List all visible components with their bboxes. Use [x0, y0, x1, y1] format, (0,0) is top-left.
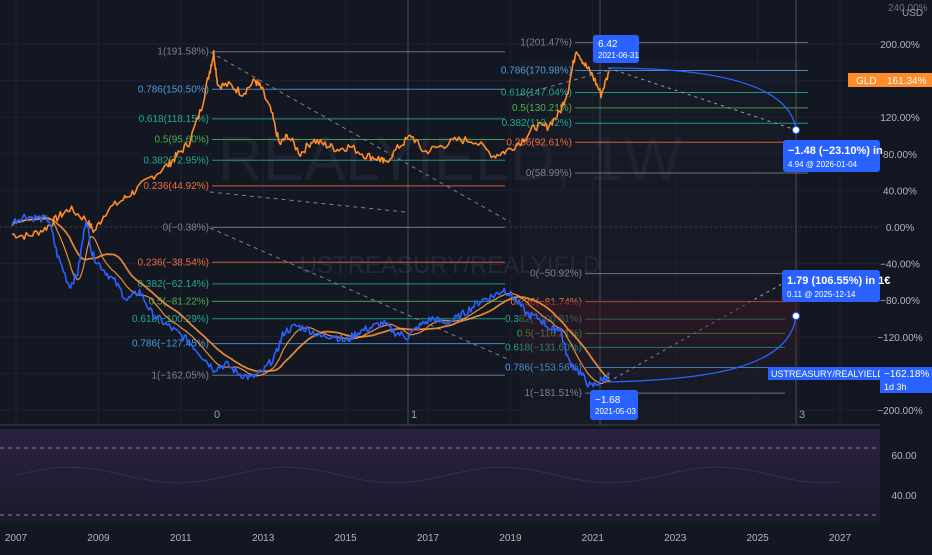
price-axis-bg: [880, 0, 932, 550]
gld-projection-detail: 4.94 @ 2026-01-04: [788, 160, 858, 169]
bearish-zone: [520, 301, 800, 382]
fib-retracement-gld-2015-2020[interactable]: 1(201.47%) 0.786(170.98%) 0.618(147.04%) 0.…: [501, 38, 808, 179]
fib-gld1-label-1: 0.786(150.50%): [138, 84, 209, 95]
ry-projection-headline: 1.79 (106.55%) in 1€: [787, 275, 890, 287]
time-tick-2023: 2023: [664, 533, 687, 544]
fib-retracement-gld-2008-2011[interactable]: 1(191.58%) 0.786(150.50%) 0.618(118.15%) 0.…: [138, 47, 505, 234]
gld-projection-dashed[interactable]: [607, 67, 797, 131]
price-tick-2: 120.00%: [880, 113, 920, 124]
fib-gld2-label-5: 0.236(92.61%): [506, 137, 572, 148]
fib-gld1-label-2: 0.618(118.15%): [139, 114, 209, 125]
price-tick-5: 0.00%: [886, 223, 914, 234]
time-tick-2009: 2009: [87, 533, 110, 544]
time-tick-2025: 2025: [746, 533, 769, 544]
price-tick-3: 80.00%: [883, 150, 917, 161]
gld-badge-symbol: GLD: [856, 76, 877, 87]
gld-series-line[interactable]: [11, 50, 610, 240]
ry-low-callout[interactable]: −1.68 2021-05-03: [590, 390, 638, 420]
cycle-label-0: 0: [214, 409, 220, 421]
time-tick-2007: 2007: [5, 533, 28, 544]
ry-low-value: −1.68: [595, 395, 621, 406]
realyield-ma-slow: [11, 217, 610, 379]
fib-gld2-label-2: 0.618(147.04%): [501, 87, 572, 98]
price-tick-6: −40.00%: [880, 260, 920, 271]
ry-badge-symbol: USTREASURY/REALYIELD: [771, 369, 884, 379]
ry-low-date: 2021-05-03: [595, 407, 636, 416]
price-axis-top-partial: 240.00%: [888, 3, 928, 14]
price-tick-8: −120.00%: [877, 333, 922, 344]
fib-gld2-label-6: 0(58.99%): [526, 168, 572, 179]
time-tick-2017: 2017: [417, 533, 440, 544]
time-tick-2021: 2021: [582, 533, 605, 544]
fib-gld2-label-3: 0.5(130.21%): [512, 103, 572, 114]
ry-price-badge[interactable]: USTREASURY/REALYIELD −162.18% 1d 3h: [768, 367, 932, 393]
fib-gld2-label-0: 1(201.47%): [520, 38, 572, 49]
fib-ry1-label-2: 0.5(−81.22%): [149, 296, 209, 307]
fib-gld1-label-5: 0.236(44.92%): [143, 181, 209, 192]
fib-ry1-label-1: 0.382(−62.14%): [138, 279, 209, 290]
time-tick-2027: 2027: [829, 533, 852, 544]
time-tick-2013: 2013: [252, 533, 275, 544]
gld-lower-trend[interactable]: [209, 191, 406, 213]
price-tick-0: 200.00%: [880, 40, 920, 51]
fib-gld1-label-6: 0(−0.38%): [163, 222, 209, 233]
indicator-tick-1: 40.00: [891, 491, 916, 502]
fib-ry1-label-3: 0.618(−100.29%): [132, 314, 209, 325]
time-tick-2015: 2015: [334, 533, 357, 544]
fib-gld2-label-4: 0.382(113.42%): [502, 118, 572, 129]
gld-peak-value: 6.42: [598, 39, 618, 50]
gld-projection-arc[interactable]: [607, 67, 797, 131]
gld-projection-headline: −1.48 (−23.10%) in: [788, 145, 883, 157]
fib-ry1-label-0: 0.236(−38.54%): [138, 257, 209, 268]
ry-projection-arc[interactable]: [607, 315, 797, 383]
gld-badge-value: 161.34%: [887, 76, 927, 87]
fib-ry1-label-5: 1(−162.05%): [151, 370, 209, 381]
fib-ry1-label-4: 0.786(−127.45%): [132, 339, 209, 350]
gld-peak-date: 2021-06-31: [598, 51, 639, 60]
ry-badge-value: −162.18%: [884, 369, 929, 380]
price-tick-7: −80.00%: [880, 296, 920, 307]
fib-gld1-label-3: 0.5(95.60%): [155, 135, 209, 146]
ry-badge-countdown: 1d 3h: [884, 382, 907, 392]
price-axis[interactable]: 240.00% USD 200.00%160.00%120.00%80.00%4…: [877, 3, 927, 502]
gld-projection-callout[interactable]: −1.48 (−23.10%) in 4.94 @ 2026-01-04: [783, 140, 883, 172]
gld-trend-dashed[interactable]: [209, 51, 511, 223]
fib-gld1-label-0: 1(191.58%): [157, 47, 209, 58]
ry-projection-point[interactable]: [792, 312, 800, 320]
fib-ry2-label-6: 1(−181.51%): [524, 388, 582, 399]
currency-label: USD: [902, 8, 923, 19]
time-tick-2011: 2011: [170, 533, 192, 544]
ry-projection-detail: 0.11 @ 2025-12-14: [787, 290, 856, 299]
price-tick-10: −200.00%: [877, 406, 922, 417]
fib-ry2-label-0: 0(−50.92%): [530, 269, 582, 280]
ry-trend-dashed[interactable]: [209, 227, 511, 361]
indicator-pane-bg: [0, 429, 880, 521]
realyield-series-line[interactable]: [11, 213, 611, 388]
cycle-label-3: 3: [799, 409, 805, 421]
indicator-line: [15, 466, 841, 484]
watermark-description: USTREASURY/REALYIELD: [300, 252, 601, 279]
fib-gld2-label-1: 0.786(170.98%): [501, 66, 572, 77]
gld-peak-callout[interactable]: 6.42 2021-06-31: [593, 35, 639, 63]
series-layer: [11, 50, 841, 484]
fib-gld1-label-4: 0.382(72.95%): [143, 155, 209, 166]
time-tick-2019: 2019: [499, 533, 522, 544]
price-tick-4: 40.00%: [883, 186, 917, 197]
gld-projection-point[interactable]: [792, 126, 800, 134]
fib-retracement-realyield-2007-2013[interactable]: 0.236(−38.54%) 0.382(−62.14%) 0.5(−81.22%)…: [132, 257, 505, 381]
cycle-label-1: 1: [411, 409, 417, 421]
watermark-symbol: REALYIELD, 1W: [218, 125, 682, 194]
indicator-tick-0: 60.00: [891, 451, 916, 462]
time-axis[interactable]: 2007 2009 2011 2013 2015 2017 2019 2021 2023 2025…: [5, 533, 852, 544]
gld-price-badge[interactable]: GLD 161.34%: [848, 73, 932, 87]
ry-projection-callout[interactable]: 1.79 (106.55%) in 1€ 0.11 @ 2025-12-14: [782, 270, 890, 302]
